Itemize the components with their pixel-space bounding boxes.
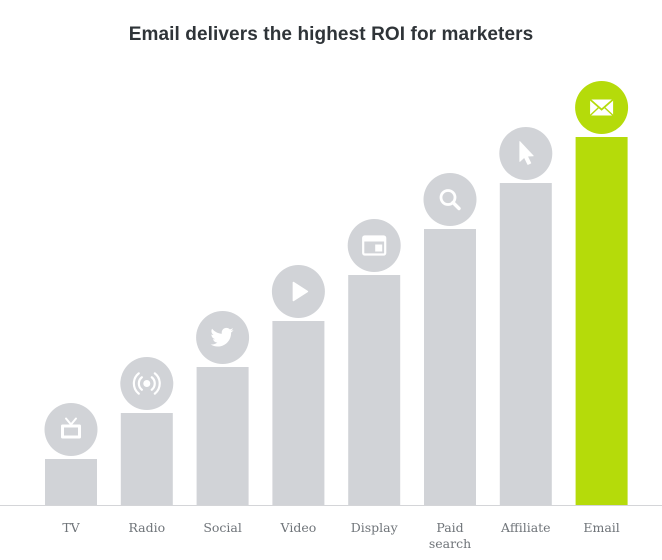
radio-icon [132,372,161,395]
x-tick-label-line: Paid [436,520,463,535]
bar-radio [120,413,173,505]
icon-badge-video [271,265,325,318]
x-tick-label-email: Email [583,520,619,535]
x-tick-labels: TV Radio Social Video Display Paid search Affil… [62,520,620,551]
search-icon [439,189,461,211]
icon-circle-paid-search [423,173,477,226]
icon-badge-radio [120,357,174,410]
x-tick-label-line: TV [62,520,80,535]
x-tick-label-line: Video [280,520,317,535]
x-tick-label-line: Email [583,520,619,535]
x-tick-label-radio: Radio [128,520,165,535]
bar-social [196,367,249,505]
display-window-icon [362,235,387,256]
x-tick-label-line: Radio [128,520,165,535]
x-tick-label-video: Video [280,520,317,535]
icon-badge-display [347,219,401,272]
icon-badge-paid-search [423,173,477,226]
x-tick-label-display: Display [351,520,399,535]
icons-layer [44,81,629,456]
bar-paid-search [424,229,476,505]
icon-badge-tv [44,403,98,456]
bars-layer [45,137,628,505]
bar-email [575,137,628,505]
icon-badge-affiliate [499,127,553,180]
icon-badge-email [575,81,629,134]
chart-title: Email delivers the highest ROI for marke… [128,24,534,45]
bar-affiliate [499,183,552,505]
cursor-icon [519,141,534,165]
x-tick-label-line: Social [203,520,242,535]
x-tick-label-line: Affiliate [500,520,551,535]
x-tick-label-social: Social [203,520,242,535]
icon-circle-display [347,219,401,272]
x-tick-label-affiliate: Affiliate [500,520,551,535]
play-icon [292,281,309,302]
bar-display [348,275,401,505]
envelope-icon [589,98,614,117]
twitter-icon [210,327,234,347]
bar-video [272,321,325,505]
icon-badge-social [196,311,250,364]
bar-tv [45,459,97,505]
x-tick-label-tv: TV [62,520,80,535]
x-tick-label-paid-search: Paid search [429,520,471,551]
x-tick-label-line: Display [351,520,399,535]
x-tick-label-line: search [429,536,471,551]
tv-icon [61,417,81,439]
